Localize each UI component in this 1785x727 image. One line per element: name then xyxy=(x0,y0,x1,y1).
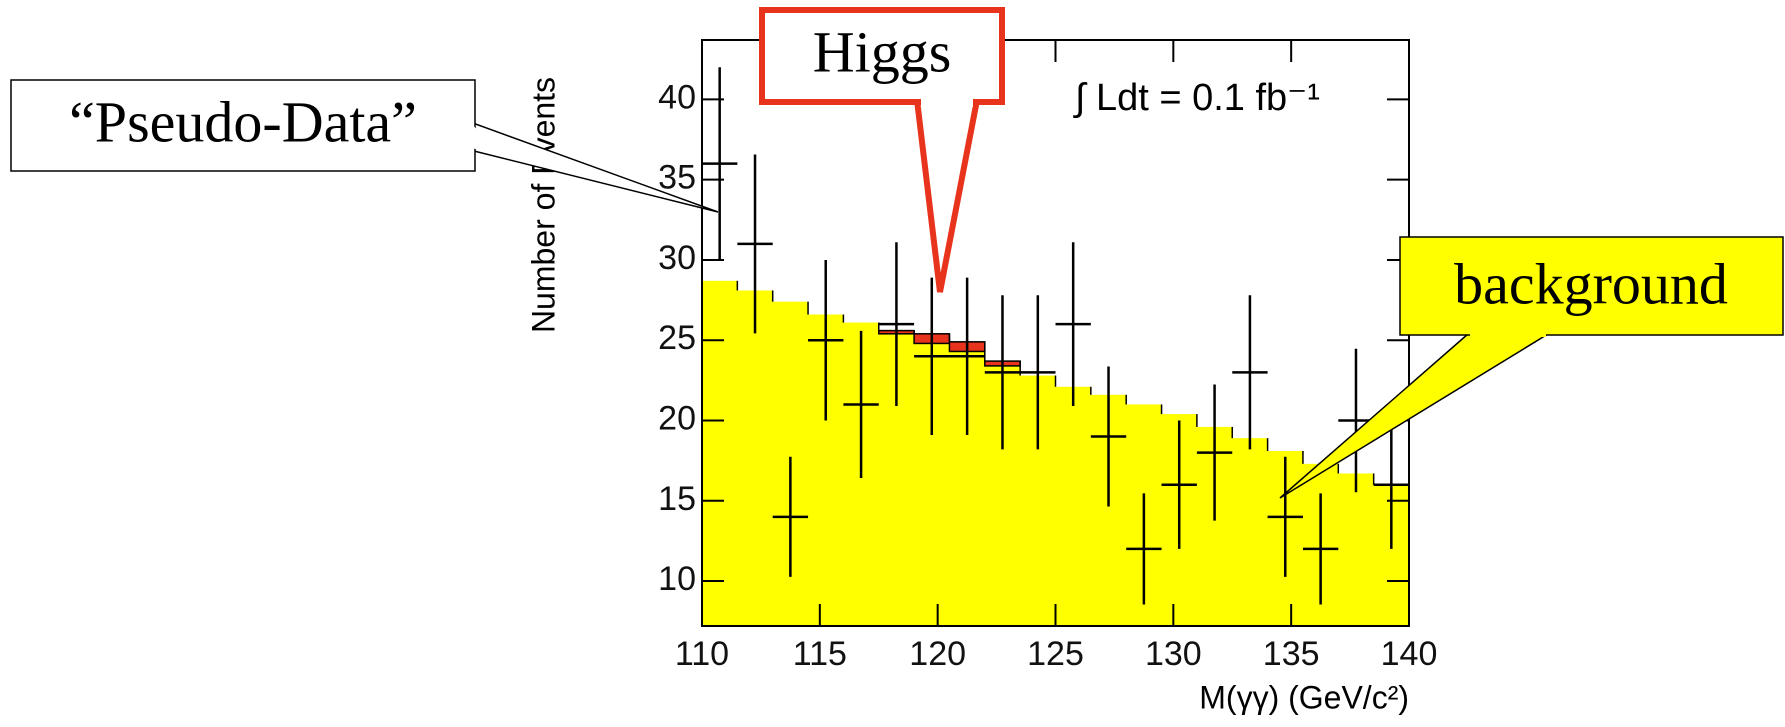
y-tick-label: 10 xyxy=(658,560,696,598)
background-bar xyxy=(1055,386,1092,626)
x-tick-label: 140 xyxy=(1381,635,1438,673)
background-bar xyxy=(702,280,738,626)
callout-label: background xyxy=(1454,251,1728,316)
x-tick-label: 110 xyxy=(675,635,729,673)
callout-pointer xyxy=(1279,333,1551,499)
higgs-callout: Higgs xyxy=(759,7,1005,293)
x-tick-label: 125 xyxy=(1027,635,1084,673)
x-tick-label: 135 xyxy=(1263,635,1320,673)
callout-box xyxy=(1399,236,1784,336)
x-tick-label: 130 xyxy=(1145,635,1202,673)
callout-pointer-cover xyxy=(472,124,500,156)
background-bar xyxy=(1338,473,1375,626)
callout-pointer-cover xyxy=(921,97,973,107)
y-tick-label: 15 xyxy=(658,480,696,518)
x-tick-label: 120 xyxy=(909,635,966,673)
callout-pointer xyxy=(913,97,981,293)
callout-pointer-cover xyxy=(1470,331,1546,337)
y-axis-title: Number of Events xyxy=(525,77,561,333)
x-axis-title: M(γγ) (GeV/c²) xyxy=(1199,679,1409,715)
callout-label: “Pseudo-Data” xyxy=(69,89,417,154)
callout-box xyxy=(759,7,1005,105)
luminosity-annotation: ∫ Ldt = 0.1 fb⁻¹ xyxy=(1073,77,1320,119)
background-bar xyxy=(1232,438,1269,626)
y-tick-label: 40 xyxy=(658,78,696,116)
y-tick-label: 20 xyxy=(658,399,696,437)
x-tick-label: 115 xyxy=(793,635,847,673)
background-bar xyxy=(737,290,774,626)
background-callout: background xyxy=(1279,236,1784,499)
y-tick-label: 30 xyxy=(658,239,696,277)
callout-box xyxy=(10,79,476,172)
y-tick-label: 35 xyxy=(658,159,696,197)
y-tick-label: 25 xyxy=(658,319,696,357)
pseudo-data-callout: “Pseudo-Data” xyxy=(10,79,719,213)
callout-label: Higgs xyxy=(813,19,952,84)
